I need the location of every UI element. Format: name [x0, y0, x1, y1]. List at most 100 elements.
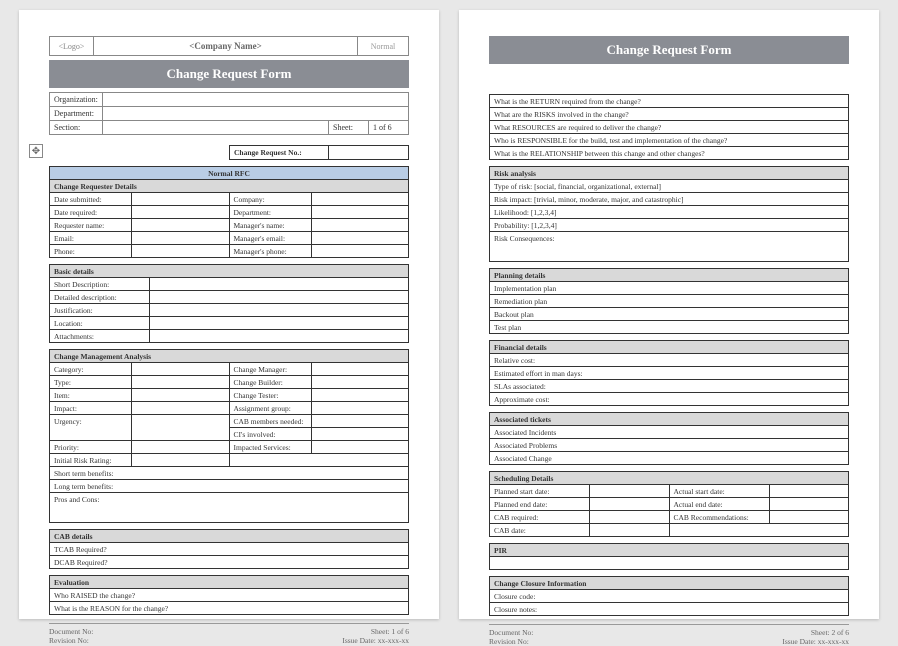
- risk-probability[interactable]: Probability: [1,2,3,4]: [490, 219, 849, 232]
- rfc-header: Normal RFC: [50, 167, 409, 180]
- cma-section: Change Management Analysis Category:Chan…: [49, 349, 409, 523]
- tickets-change[interactable]: Associated Change: [490, 452, 849, 465]
- dept-value[interactable]: [102, 107, 408, 121]
- imp-svc-value[interactable]: [311, 441, 409, 454]
- eval-responsible[interactable]: Who is RESPONSIBLE for the build, test a…: [490, 134, 849, 147]
- form-title: Change Request Form: [49, 60, 409, 88]
- financial-approx[interactable]: Approximate cost:: [490, 393, 849, 406]
- change-request-no-value[interactable]: [329, 145, 409, 160]
- type-value[interactable]: [132, 376, 230, 389]
- chg-bld-value[interactable]: [311, 376, 409, 389]
- mgr-email-value[interactable]: [311, 232, 409, 245]
- requester-name-label: Requester name:: [50, 219, 132, 232]
- financial-relcost[interactable]: Relative cost:: [490, 354, 849, 367]
- chg-mgr-value[interactable]: [311, 363, 409, 376]
- cis-value[interactable]: [311, 428, 409, 441]
- location-label: Location:: [50, 317, 150, 330]
- short-desc-value[interactable]: [150, 278, 409, 291]
- requester-name-value[interactable]: [132, 219, 230, 232]
- move-handle-icon[interactable]: ✥: [29, 144, 43, 158]
- header-row: <Logo> <Company Name> Normal: [49, 36, 409, 56]
- cab-mem-value[interactable]: [311, 415, 409, 428]
- section-label: Section:: [50, 121, 103, 135]
- eval-return[interactable]: What is the RETURN required from the cha…: [490, 95, 849, 108]
- risk-analysis-section: Risk analysis Type of risk: [social, fin…: [489, 166, 849, 262]
- tcab-label[interactable]: TCAB Required?: [50, 543, 409, 556]
- eval-risks[interactable]: What are the RISKS involved in the chang…: [490, 108, 849, 121]
- eval-raised[interactable]: Who RAISED the change?: [50, 589, 409, 602]
- risk-likelihood[interactable]: Likelihood: [1,2,3,4]: [490, 206, 849, 219]
- actual-end-label: Actual end date:: [669, 498, 769, 511]
- section-value[interactable]: [102, 121, 328, 135]
- category-value[interactable]: [132, 363, 230, 376]
- evaluation-header: Evaluation: [50, 576, 409, 589]
- risk-label: Initial Risk Rating:: [50, 454, 132, 467]
- planned-end-value[interactable]: [590, 498, 670, 511]
- priority-value[interactable]: [132, 441, 230, 454]
- urgency-value[interactable]: [132, 415, 230, 441]
- actual-end-value[interactable]: [769, 498, 849, 511]
- dcab-label[interactable]: DCAB Required?: [50, 556, 409, 569]
- cab-req-value[interactable]: [590, 511, 670, 524]
- asg-grp-value[interactable]: [311, 402, 409, 415]
- chg-tst-value[interactable]: [311, 389, 409, 402]
- page-footer-2: Document No: Revision No: Sheet: 2 of 6 …: [489, 624, 849, 646]
- planning-test[interactable]: Test plan: [490, 321, 849, 334]
- mgr-email-label: Manager's email:: [229, 232, 311, 245]
- cab-date-value[interactable]: [590, 524, 670, 537]
- eval-resources[interactable]: What RESOURCES are required to deliver t…: [490, 121, 849, 134]
- location-value[interactable]: [150, 317, 409, 330]
- planned-end-label: Planned end date:: [490, 498, 590, 511]
- ltb-label[interactable]: Long term benefits:: [50, 480, 409, 493]
- evaluation-section-2: What is the RETURN required from the cha…: [489, 94, 849, 160]
- cab-rec-value[interactable]: [769, 511, 849, 524]
- closure-notes[interactable]: Closure notes:: [490, 603, 849, 616]
- attachments-label: Attachments:: [50, 330, 150, 343]
- pir-value[interactable]: [490, 557, 849, 570]
- closure-code[interactable]: Closure code:: [490, 590, 849, 603]
- cab-req-label: CAB required:: [490, 511, 590, 524]
- justification-label: Justification:: [50, 304, 150, 317]
- footer-docno-2: Document No:: [489, 628, 533, 637]
- tickets-incidents[interactable]: Associated Incidents: [490, 426, 849, 439]
- item-value[interactable]: [132, 389, 230, 402]
- risk-value[interactable]: [132, 454, 230, 467]
- cab-date-label: CAB date:: [490, 524, 590, 537]
- date-required-value[interactable]: [132, 206, 230, 219]
- type-label: Type:: [50, 376, 132, 389]
- company-value[interactable]: [311, 193, 409, 206]
- risk-consequences[interactable]: Risk Consequences:: [490, 232, 849, 262]
- planning-backout[interactable]: Backout plan: [490, 308, 849, 321]
- justification-value[interactable]: [150, 304, 409, 317]
- stb-label[interactable]: Short term benefits:: [50, 467, 409, 480]
- financial-header: Financial details: [490, 341, 849, 354]
- eval-reason[interactable]: What is the REASON for the change?: [50, 602, 409, 615]
- date-submitted-value[interactable]: [132, 193, 230, 206]
- actual-start-value[interactable]: [769, 485, 849, 498]
- mgr-name-value[interactable]: [311, 219, 409, 232]
- phone-value[interactable]: [132, 245, 230, 258]
- dept-value2[interactable]: [311, 206, 409, 219]
- planned-start-value[interactable]: [590, 485, 670, 498]
- planning-remed[interactable]: Remediation plan: [490, 295, 849, 308]
- pros-cons-label[interactable]: Pros and Cons:: [50, 493, 409, 523]
- financial-effort[interactable]: Estimated effort in man days:: [490, 367, 849, 380]
- planning-impl[interactable]: Implementation plan: [490, 282, 849, 295]
- org-value[interactable]: [102, 93, 408, 107]
- risk-impact[interactable]: Risk impact: [trivial, minor, moderate, …: [490, 193, 849, 206]
- email-value[interactable]: [132, 232, 230, 245]
- risk-type[interactable]: Type of risk: [social, financial, organi…: [490, 180, 849, 193]
- eval-relationship[interactable]: What is the RELATIONSHIP between this ch…: [490, 147, 849, 160]
- mgr-phone-value[interactable]: [311, 245, 409, 258]
- impact-label: Impact:: [50, 402, 132, 415]
- detailed-desc-value[interactable]: [150, 291, 409, 304]
- detailed-desc-label: Detailed description:: [50, 291, 150, 304]
- financial-slas[interactable]: SLAs associated:: [490, 380, 849, 393]
- impact-value[interactable]: [132, 402, 230, 415]
- tickets-problems[interactable]: Associated Problems: [490, 439, 849, 452]
- attachments-value[interactable]: [150, 330, 409, 343]
- cma-header: Change Management Analysis: [50, 350, 409, 363]
- chg-bld-label: Change Builder:: [229, 376, 311, 389]
- change-request-no-label: Change Request No.:: [229, 145, 329, 160]
- chg-mgr-label: Change Manager:: [229, 363, 311, 376]
